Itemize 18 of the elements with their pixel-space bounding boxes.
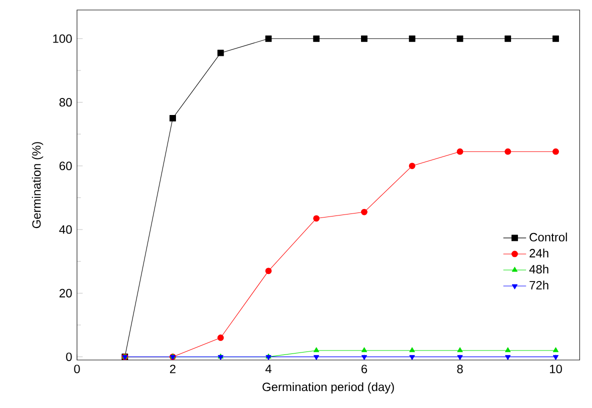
legend-label: Control xyxy=(530,232,567,242)
x-tick-label: 10 xyxy=(550,364,562,374)
x-tick-label: 0 xyxy=(74,364,80,374)
y-tick-label: 20 xyxy=(60,288,72,298)
y-tick-label: 100 xyxy=(53,34,72,43)
x-tick-label: 2 xyxy=(170,364,176,374)
x-tick-label: 8 xyxy=(457,364,463,374)
legend-label: 72h xyxy=(530,280,548,290)
y-tick-label: 40 xyxy=(59,225,72,234)
y-tick-label: 60 xyxy=(60,162,72,170)
x-tick-label: 4 xyxy=(265,364,272,373)
x-tick-label: 6 xyxy=(362,364,368,374)
y-tick-label: 80 xyxy=(59,98,72,107)
legend-label: 48h xyxy=(529,264,548,274)
y-tick-label: 0 xyxy=(66,352,72,362)
x-axis-title: Germination period (day) xyxy=(262,382,394,394)
y-axis-title: Germination (%) xyxy=(32,142,44,228)
legend-label: 24h xyxy=(530,248,548,258)
